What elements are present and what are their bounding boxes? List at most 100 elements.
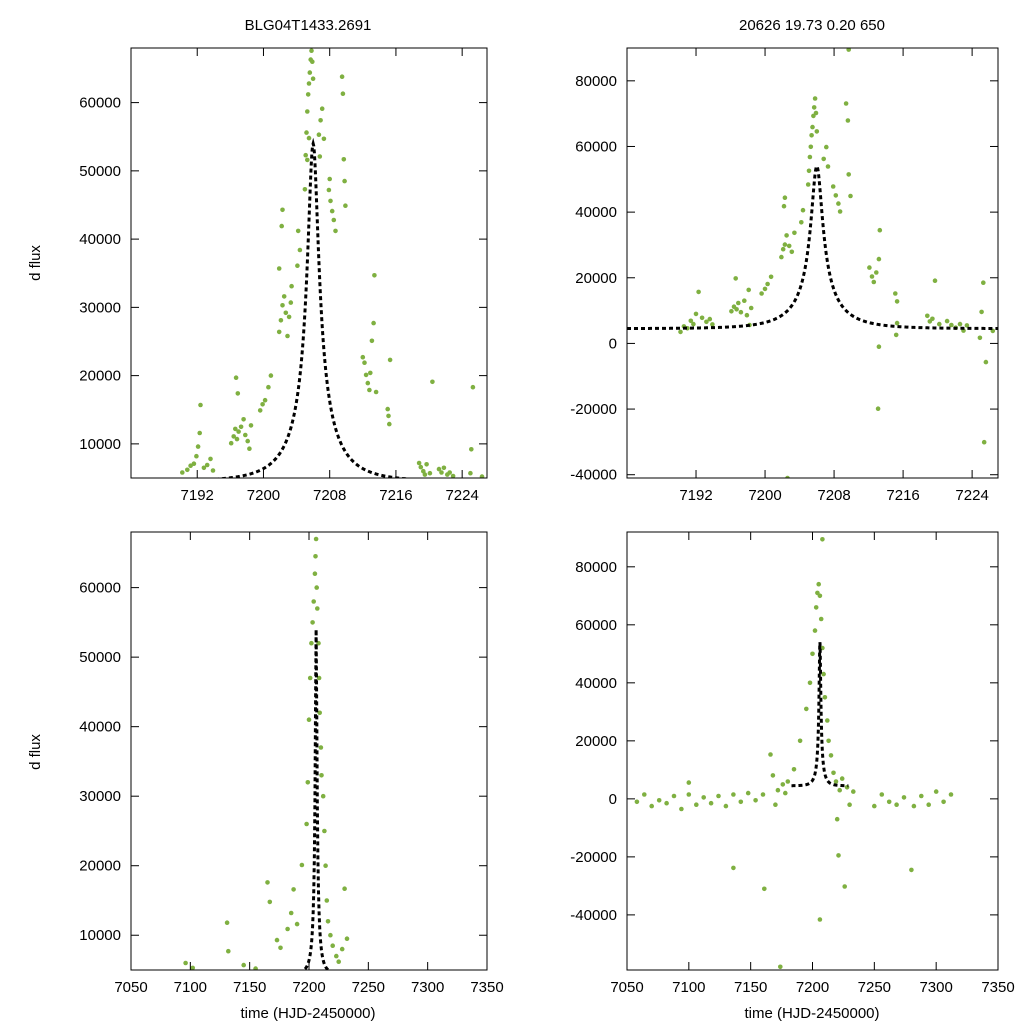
data-point xyxy=(310,59,315,64)
data-point xyxy=(323,863,328,868)
data-point xyxy=(247,446,252,452)
x-tick-label: 7050 xyxy=(610,979,643,996)
data-point xyxy=(869,274,875,279)
data-point xyxy=(671,793,677,799)
data-point xyxy=(422,472,428,477)
data-point xyxy=(744,312,750,318)
data-point xyxy=(312,571,318,576)
data-point xyxy=(812,96,818,101)
y-tick-label: 60000 xyxy=(79,580,121,597)
data-point xyxy=(268,373,274,378)
data-point xyxy=(424,462,429,467)
model-curve xyxy=(210,137,417,478)
data-point xyxy=(305,109,310,114)
data-point xyxy=(782,242,788,247)
data-point xyxy=(797,738,803,744)
data-point xyxy=(843,101,849,106)
x-tick-label: 7350 xyxy=(981,979,1014,996)
data-point xyxy=(813,110,819,116)
data-point xyxy=(387,421,392,427)
x-tick-label: 7150 xyxy=(734,979,767,996)
data-point xyxy=(847,802,852,807)
data-point xyxy=(241,417,246,422)
y-tick-label: 80000 xyxy=(575,559,617,576)
data-point xyxy=(341,157,347,162)
data-point xyxy=(303,152,309,158)
data-point xyxy=(470,384,476,390)
y-tick-label: 60000 xyxy=(575,138,617,155)
data-point xyxy=(768,752,773,757)
data-point xyxy=(285,333,290,339)
y-tick-label: 20000 xyxy=(79,368,121,385)
data-point xyxy=(822,695,828,700)
data-point xyxy=(817,917,823,922)
data-point xyxy=(876,344,882,350)
data-point xyxy=(810,124,815,130)
data-point xyxy=(317,154,323,159)
data-point xyxy=(321,136,327,142)
data-point xyxy=(824,144,829,150)
data-point xyxy=(330,943,336,948)
data-point xyxy=(224,920,230,925)
y-tick-label: 20000 xyxy=(575,733,617,750)
data-point xyxy=(195,444,201,449)
data-point xyxy=(324,898,330,903)
data-point xyxy=(360,354,366,360)
x-tick-label: 7200 xyxy=(292,979,325,996)
data-point xyxy=(844,785,850,790)
data-points xyxy=(183,536,350,970)
data-point xyxy=(932,278,938,284)
plot-frame xyxy=(626,531,999,971)
data-point xyxy=(276,329,282,335)
data-point xyxy=(253,966,258,970)
data-point xyxy=(339,946,345,952)
data-point xyxy=(926,802,931,807)
data-point xyxy=(307,70,313,75)
y-tick-label: 80000 xyxy=(575,73,617,90)
data-point xyxy=(846,48,851,52)
data-point xyxy=(742,298,747,304)
data-point xyxy=(780,782,786,787)
data-point xyxy=(274,937,280,943)
data-point xyxy=(765,281,770,287)
data-point xyxy=(439,470,444,475)
data-point xyxy=(283,310,289,316)
data-point xyxy=(333,228,338,234)
data-point xyxy=(188,463,193,469)
data-point xyxy=(783,790,788,796)
data-point xyxy=(234,436,240,442)
data-point xyxy=(306,717,312,722)
data-point xyxy=(810,651,815,657)
plot-frame xyxy=(626,47,999,479)
data-point xyxy=(738,309,744,315)
data-point xyxy=(781,203,787,209)
data-point xyxy=(664,800,669,806)
data-point xyxy=(257,408,263,413)
data-point xyxy=(957,321,963,327)
data-point xyxy=(716,793,721,799)
data-point xyxy=(344,936,350,941)
data-point xyxy=(867,265,872,270)
data-point xyxy=(831,770,836,776)
data-point xyxy=(919,793,924,799)
data-point xyxy=(297,247,303,253)
data-point xyxy=(948,792,954,797)
data-point xyxy=(804,706,809,712)
data-point xyxy=(194,453,199,459)
y-tick-label: 50000 xyxy=(79,649,121,666)
data-point xyxy=(322,828,327,834)
data-point xyxy=(305,157,310,163)
data-point xyxy=(260,402,265,407)
data-point xyxy=(894,299,900,304)
data-point xyxy=(871,279,877,285)
data-point xyxy=(248,423,254,428)
data-point xyxy=(845,118,851,123)
data-point xyxy=(894,802,899,807)
title-right: 20626 19.73 0.20 650 xyxy=(739,17,885,34)
y-tick-label: -40000 xyxy=(570,907,617,924)
data-point xyxy=(198,402,203,408)
data-point xyxy=(734,307,739,312)
data-point xyxy=(342,178,347,184)
data-point xyxy=(785,475,790,478)
data-point xyxy=(327,176,333,182)
